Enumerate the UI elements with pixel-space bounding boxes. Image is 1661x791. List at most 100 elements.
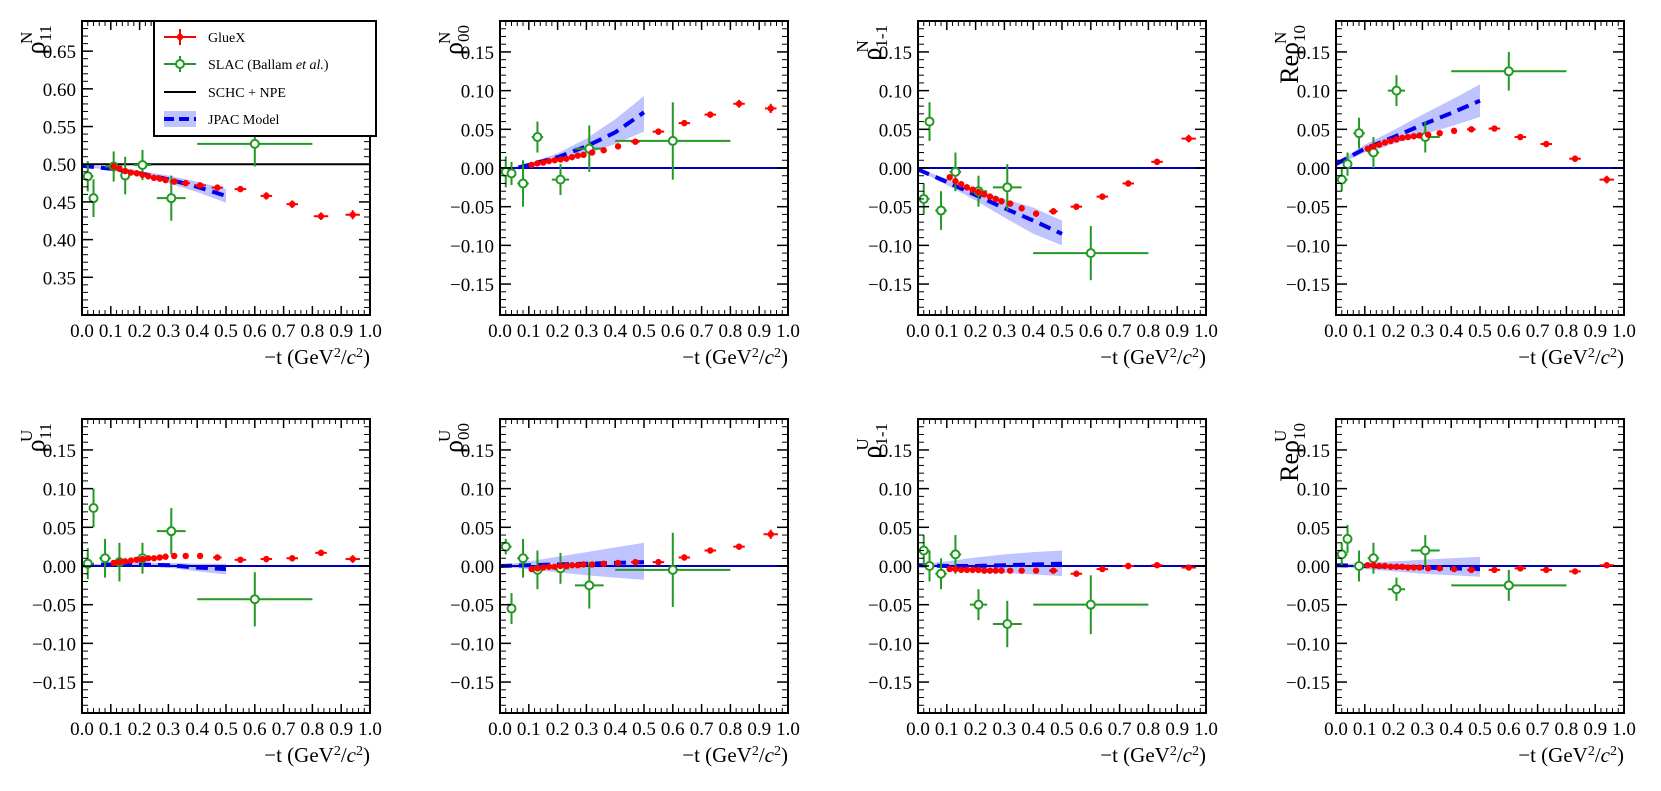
y-tick-label: 0.00 (461, 557, 494, 578)
gluex-point (574, 152, 581, 159)
y-tick-label: 0.05 (879, 120, 912, 141)
slac-point (992, 600, 1022, 648)
slac-point (99, 538, 111, 578)
y-tick-label: 0.05 (1297, 120, 1330, 141)
y-tick-label: 0.50 (43, 155, 76, 176)
plot-area (500, 96, 788, 207)
x-tick-label: 0.7 (1526, 719, 1550, 740)
gluex-point (975, 566, 982, 574)
gluex-point (952, 565, 959, 573)
legend-entry-schc: SCHC + NPE (164, 86, 286, 101)
gluex-point (127, 557, 135, 564)
slac-point (82, 548, 94, 580)
slac-point (517, 538, 529, 578)
gluex-point (1404, 564, 1412, 571)
gluex-point (963, 184, 971, 191)
jpac-band (82, 165, 226, 203)
y-tick-label: 0.40 (43, 231, 76, 252)
y-axis-label: ρ11U (17, 423, 55, 452)
gluex-point (1450, 127, 1458, 135)
x-tick-label: 1.0 (1612, 321, 1636, 342)
gluex-point (1381, 562, 1389, 570)
slac-point (120, 156, 131, 195)
gluex-point (133, 556, 140, 564)
y-tick-label: 0.35 (43, 268, 76, 289)
gluex-point (551, 563, 558, 570)
gluex-point (568, 562, 576, 569)
x-axis-label: −t (GeV2/c2) (1100, 345, 1206, 369)
gluex-point (182, 552, 189, 560)
gluex-point (1399, 134, 1406, 142)
gluex-point (652, 558, 665, 566)
y-axis-label-sub: 00 (454, 25, 473, 42)
gluex-point (1018, 205, 1025, 212)
gluex-point (1514, 133, 1527, 141)
slac-point (1387, 75, 1406, 107)
y-tick-label: −0.10 (32, 634, 76, 655)
gluex-point (313, 212, 329, 221)
gluex-point (1122, 562, 1134, 570)
gluex-point (733, 99, 745, 108)
gluex-point (1070, 203, 1083, 210)
y-axis-label-sup: N (853, 40, 872, 52)
gluex-point (952, 177, 959, 185)
x-tick-label: 0.5 (214, 719, 238, 740)
x-tick-label: 1.0 (1194, 321, 1218, 342)
y-tick-label: 0.55 (43, 118, 76, 139)
gluex-point (969, 186, 976, 193)
x-tick-label: 0.1 (1353, 321, 1377, 342)
y-axis-label: Reρ10U (1271, 423, 1309, 482)
gluex-point (992, 567, 999, 574)
y-tick-label: −0.15 (868, 673, 912, 694)
y-tick-label: −0.15 (450, 673, 494, 694)
y-axis-label-sub: 00 (454, 423, 473, 440)
gluex-point (1006, 567, 1014, 574)
x-tick-label: 0.2 (546, 719, 570, 740)
x-tick-label: 0.4 (1021, 719, 1045, 740)
plot-area (918, 535, 1206, 648)
x-tick-label: 1.0 (1612, 719, 1636, 740)
gluex-point (345, 210, 360, 220)
gluex-point (1376, 141, 1383, 148)
gluex-point (557, 156, 564, 163)
gluex-point (1387, 563, 1394, 570)
y-tick-label: −0.10 (868, 236, 912, 257)
x-axis-label: −t (GeV2/c2) (1518, 345, 1624, 369)
gluex-point (568, 153, 576, 161)
slac-point (1033, 575, 1149, 635)
gluex-point (1436, 129, 1443, 137)
gluex-point (286, 555, 298, 562)
legend-label-gluex: GlueX (208, 31, 245, 46)
y-tick-label: 0.65 (43, 42, 76, 63)
plot-area (1336, 524, 1624, 601)
y-tick-label: 0.10 (879, 480, 912, 501)
x-tick-label: 0.0 (1324, 321, 1348, 342)
gluex-point (981, 567, 988, 574)
slac-point (969, 589, 988, 621)
x-tick-label: 1.0 (776, 719, 800, 740)
gluex-point (1370, 562, 1377, 569)
gluex-point (1424, 131, 1432, 138)
slac-point (615, 102, 731, 180)
x-tick-label: 0.9 (329, 719, 353, 740)
gluex-point (286, 200, 298, 208)
gluex-point (156, 175, 163, 182)
plot-area (1336, 51, 1624, 192)
x-tick-label: 0.8 (1137, 719, 1161, 740)
x-tick-label: 0.5 (632, 321, 656, 342)
gluex-point (963, 566, 971, 574)
legend: GlueX SLAC (Ballam et al.) SCHC + NPE JPAC … (153, 20, 377, 137)
x-tick-label: 0.1 (935, 719, 959, 740)
y-tick-label: −0.05 (450, 596, 494, 617)
plot-area (82, 121, 370, 221)
y-axis-label-sub: 1-1 (872, 25, 891, 48)
legend-entry-slac: SLAC (Ballam et al.) (164, 56, 329, 73)
x-tick-label: 0.5 (1050, 321, 1074, 342)
gluex-point (528, 565, 535, 573)
y-axis-label-sub: 11 (36, 423, 55, 439)
x-tick-label: 0.3 (157, 321, 181, 342)
slac-point (615, 532, 731, 608)
x-tick-label: 0.9 (747, 719, 771, 740)
slac-point (1353, 550, 1365, 582)
x-tick-label: 0.5 (1050, 719, 1074, 740)
